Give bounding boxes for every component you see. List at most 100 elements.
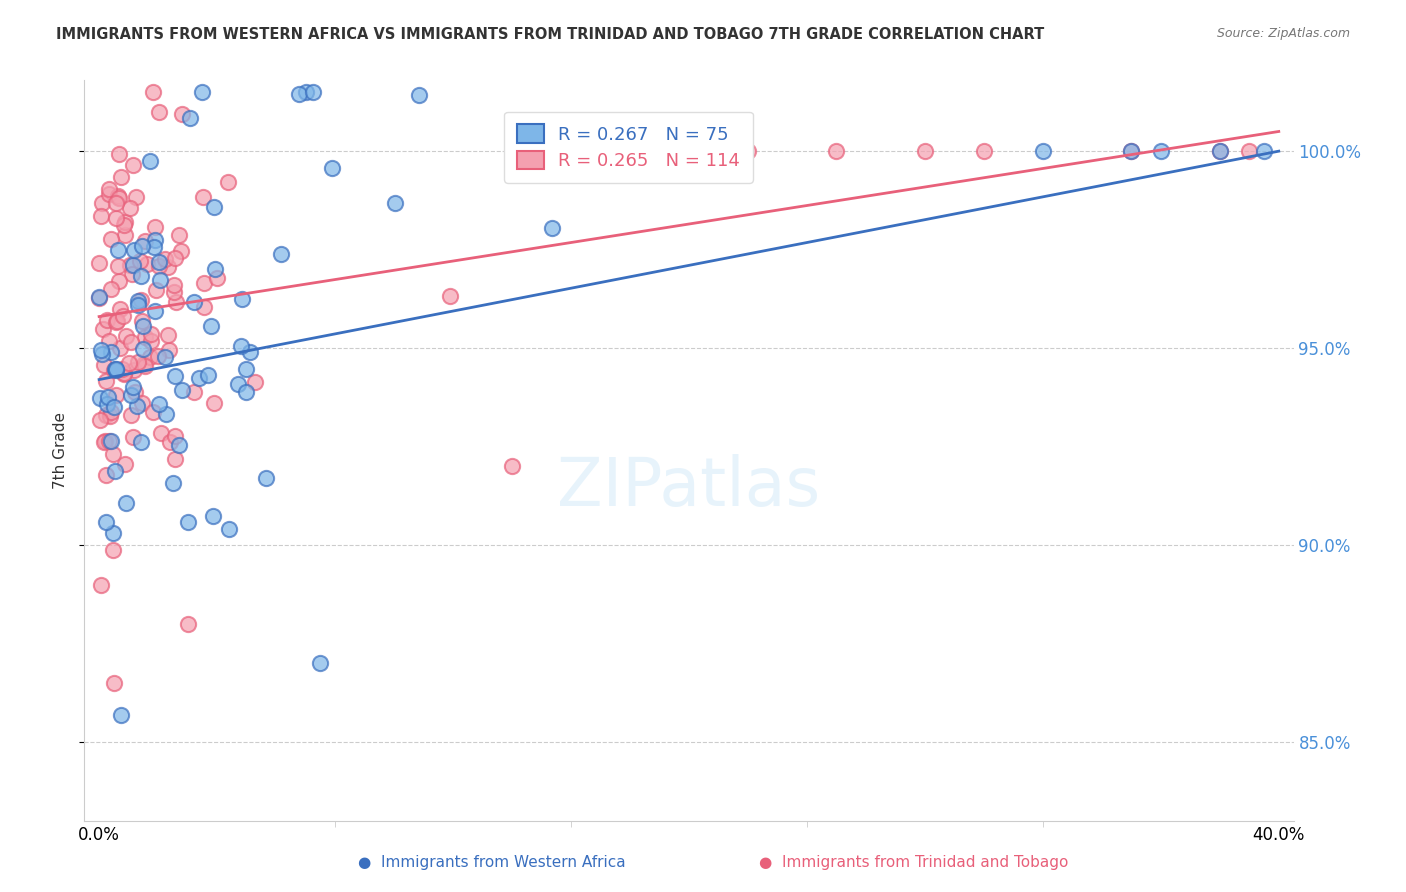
Immigrants from Trinidad and Tobago [122,362,145,376]
Immigrants from Western Africa [97,391,120,405]
Immigrants from Western Africa [1032,144,1054,158]
Immigrants from Western Africa [201,509,224,524]
Text: Source: ZipAtlas.com: Source: ZipAtlas.com [1216,27,1350,40]
Immigrants from Western Africa [96,397,118,411]
Immigrants from Trinidad and Tobago [112,368,135,382]
Immigrants from Trinidad and Tobago [142,405,165,419]
Immigrants from Western Africa [104,464,127,478]
Immigrants from Trinidad and Tobago [124,385,146,400]
Immigrants from Western Africa [149,273,172,287]
Immigrants from Trinidad and Tobago [97,434,120,449]
Immigrants from Western Africa [90,347,112,361]
Immigrants from Trinidad and Tobago [205,271,228,285]
Immigrants from Trinidad and Tobago [148,105,170,120]
Immigrants from Trinidad and Tobago [217,175,239,189]
Immigrants from Trinidad and Tobago [163,285,186,299]
Immigrants from Trinidad and Tobago [243,376,266,390]
Immigrants from Trinidad and Tobago [89,413,111,427]
Immigrants from Trinidad and Tobago [125,190,148,204]
Immigrants from Western Africa [302,85,325,99]
Immigrants from Trinidad and Tobago [100,232,122,246]
Immigrants from Western Africa [1150,144,1173,158]
Immigrants from Trinidad and Tobago [183,385,205,400]
Immigrants from Western Africa [153,350,176,364]
Immigrants from Western Africa [226,376,249,391]
Immigrants from Trinidad and Tobago [108,302,131,317]
Immigrants from Trinidad and Tobago [163,429,186,443]
Immigrants from Trinidad and Tobago [501,459,523,474]
Immigrants from Trinidad and Tobago [89,255,111,269]
Immigrants from Trinidad and Tobago [157,343,180,358]
Immigrants from Trinidad and Tobago [104,211,127,225]
Immigrants from Trinidad and Tobago [90,209,112,223]
Immigrants from Trinidad and Tobago [103,362,125,376]
Immigrants from Trinidad and Tobago [91,322,114,336]
Immigrants from Western Africa [169,438,191,452]
Immigrants from Western Africa [127,293,149,308]
Immigrants from Trinidad and Tobago [163,452,186,467]
Immigrants from Trinidad and Tobago [134,235,156,249]
Immigrants from Trinidad and Tobago [135,257,157,271]
Immigrants from Western Africa [121,258,143,272]
Immigrants from Western Africa [408,88,430,103]
Immigrants from Western Africa [132,343,155,357]
Immigrants from Trinidad and Tobago [98,409,121,423]
Immigrants from Trinidad and Tobago [108,274,131,288]
Immigrants from Trinidad and Tobago [131,313,153,327]
Immigrants from Western Africa [1209,144,1232,158]
Immigrants from Trinidad and Tobago [139,327,162,342]
Immigrants from Western Africa [125,400,148,414]
Immigrants from Trinidad and Tobago [110,170,132,185]
Immigrants from Trinidad and Tobago [112,218,135,232]
Immigrants from Trinidad and Tobago [134,359,156,374]
Immigrants from Trinidad and Tobago [439,289,461,303]
Immigrants from Western Africa [231,292,253,306]
Immigrants from Trinidad and Tobago [165,294,187,309]
Immigrants from Trinidad and Tobago [142,0,165,6]
Immigrants from Trinidad and Tobago [94,374,117,388]
Immigrants from Western Africa [148,396,170,410]
Immigrants from Western Africa [148,254,170,268]
Immigrants from Western Africa [321,161,343,175]
Immigrants from Western Africa [218,522,240,536]
Immigrants from Western Africa [295,85,318,99]
Immigrants from Western Africa [155,407,177,421]
Immigrants from Western Africa [114,496,136,510]
Immigrants from Trinidad and Tobago [169,227,191,242]
Immigrants from Western Africa [239,345,262,359]
Immigrants from Trinidad and Tobago [120,408,142,422]
Immigrants from Trinidad and Tobago [101,542,124,557]
Text: ●  Immigrants from Western Africa: ● Immigrants from Western Africa [359,855,626,870]
Immigrants from Trinidad and Tobago [129,254,152,268]
Immigrants from Trinidad and Tobago [139,334,162,349]
Immigrants from Trinidad and Tobago [107,259,129,273]
Immigrants from Trinidad and Tobago [105,315,128,329]
Immigrants from Western Africa [191,85,214,99]
Immigrants from Western Africa [143,233,166,247]
Immigrants from Western Africa [122,243,145,257]
Immigrants from Trinidad and Tobago [193,189,215,203]
Immigrants from Trinidad and Tobago [114,458,136,472]
Immigrants from Western Africa [105,362,128,376]
Immigrants from Trinidad and Tobago [145,220,167,235]
Immigrants from Trinidad and Tobago [121,158,143,172]
Immigrants from Trinidad and Tobago [107,189,129,203]
Immigrants from Trinidad and Tobago [89,291,111,305]
Immigrants from Western Africa [309,656,332,670]
Immigrants from Trinidad and Tobago [139,351,162,365]
Immigrants from Trinidad and Tobago [108,191,131,205]
Immigrants from Trinidad and Tobago [104,388,127,402]
Immigrants from Trinidad and Tobago [98,334,121,348]
Immigrants from Trinidad and Tobago [94,467,117,482]
Immigrants from Trinidad and Tobago [131,396,153,410]
Immigrants from Western Africa [235,362,257,376]
Immigrants from Trinidad and Tobago [120,334,142,349]
Immigrants from Western Africa [132,318,155,333]
Immigrants from Western Africa [200,318,222,333]
Immigrants from Western Africa [127,298,149,312]
Immigrants from Trinidad and Tobago [1209,144,1232,158]
Immigrants from Trinidad and Tobago [825,144,848,158]
Immigrants from Western Africa [188,371,211,385]
Immigrants from Trinidad and Tobago [914,144,936,158]
Immigrants from Western Africa [197,368,219,382]
